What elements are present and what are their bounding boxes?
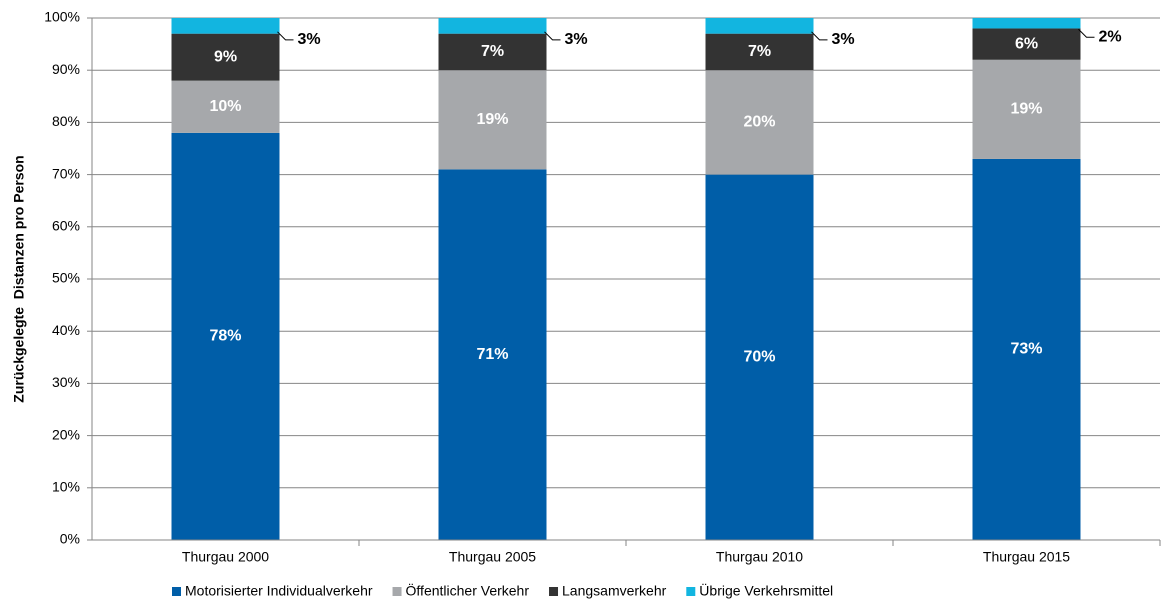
legend-swatch <box>686 587 696 596</box>
bar-segment <box>972 59 1081 159</box>
y-tick-label: 90% <box>52 61 80 77</box>
data-label: 78% <box>209 328 241 345</box>
data-label: 19% <box>476 111 508 128</box>
legend-swatch <box>549 587 559 596</box>
x-tick-label: Thurgau 2000 <box>182 549 269 565</box>
y-tick-label: 20% <box>52 426 80 442</box>
y-tick-label: 60% <box>52 218 80 234</box>
y-tick-label: 80% <box>52 113 80 129</box>
leader-line <box>544 31 561 41</box>
data-label: 7% <box>748 43 771 60</box>
bar-segment <box>438 33 547 71</box>
data-label: 71% <box>476 346 508 363</box>
data-label: 3% <box>565 31 588 48</box>
data-label: 7% <box>481 43 504 60</box>
legend-swatch <box>392 587 402 596</box>
bar-segment <box>171 33 280 81</box>
bar-segment <box>972 158 1081 540</box>
legend-label: Langsamverkehr <box>562 583 667 599</box>
bar-segment <box>171 80 280 133</box>
y-tick-label: 100% <box>44 9 80 25</box>
bar-segment <box>438 18 547 34</box>
data-label: 70% <box>743 349 775 366</box>
y-axis-label: Zurückgelegte Distanzen pro Person <box>11 155 27 402</box>
y-tick-label: 70% <box>52 165 80 181</box>
data-label: 2% <box>1099 28 1122 45</box>
x-tick-label: Thurgau 2010 <box>716 549 803 565</box>
legend-label: Öffentlicher Verkehr <box>406 582 530 599</box>
x-tick-label: Thurgau 2015 <box>983 549 1070 565</box>
bar-segment <box>171 18 280 34</box>
data-label: 10% <box>209 98 241 115</box>
data-label: 19% <box>1010 101 1042 118</box>
y-tick-label: 50% <box>52 270 80 286</box>
bar-segment <box>438 169 547 540</box>
bar-segment <box>705 18 814 34</box>
legend-label: Motorisierter Individualverkehr <box>185 583 373 599</box>
data-label: 73% <box>1010 341 1042 358</box>
bar-segment <box>972 18 1081 29</box>
data-label: 9% <box>214 48 237 65</box>
bar-segment <box>171 132 280 540</box>
bar-segment <box>705 174 814 540</box>
bar-segment <box>705 33 814 71</box>
data-label: 3% <box>298 31 321 48</box>
x-tick-label: Thurgau 2005 <box>449 549 536 565</box>
leader-line <box>277 31 294 41</box>
bar-segment <box>972 28 1081 60</box>
legend-label: Übrige Verkehrsmittel <box>699 582 833 599</box>
y-tick-label: 10% <box>52 479 80 495</box>
y-tick-label: 40% <box>52 322 80 338</box>
data-label: 20% <box>743 114 775 131</box>
bar-segment <box>438 70 547 170</box>
leader-line <box>1078 28 1095 38</box>
leader-line <box>811 31 828 41</box>
data-label: 3% <box>832 31 855 48</box>
y-tick-label: 30% <box>52 374 80 390</box>
y-tick-label: 0% <box>60 531 80 547</box>
bar-segment <box>705 70 814 175</box>
data-label: 6% <box>1015 35 1038 52</box>
legend-swatch <box>172 587 181 596</box>
